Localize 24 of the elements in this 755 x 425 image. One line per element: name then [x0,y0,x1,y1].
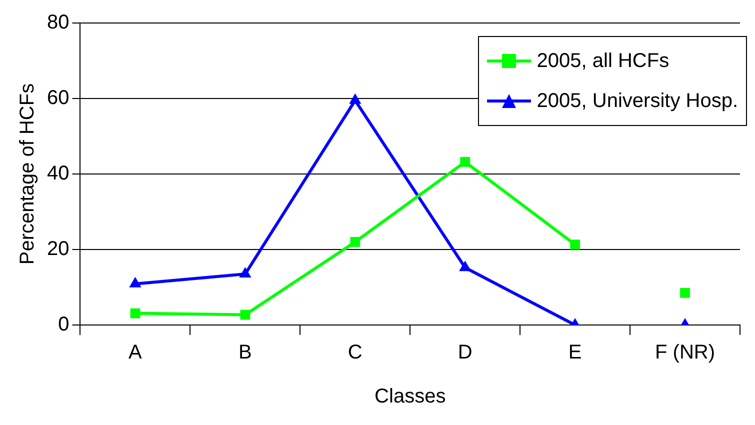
y-axis-title: Percentage of HCFs [16,83,39,265]
point [239,267,252,278]
x-tick-label: E [568,342,582,364]
legend-label: 2005, all HCFs [536,50,670,72]
x-tick-label: B [238,342,252,364]
y-tick-label: 20 [46,238,70,260]
point [350,237,360,247]
y-tick-label: 40 [46,162,70,185]
x-tick-label: D [458,342,472,364]
legend-label: 2005, University Hosp. [536,90,738,112]
x-axis-title: Classes [374,386,446,408]
x-tick-label: C [348,342,362,364]
y-tick-label: 80 [46,12,70,34]
point [460,156,470,167]
point [129,276,142,288]
point [570,240,580,250]
y-tick-label: 0 [58,314,70,336]
x-tick-label: A [128,342,143,364]
x-tick-label: F (NR) [655,342,716,364]
point [240,310,250,320]
point [680,288,690,298]
point [459,260,472,272]
point [130,308,140,318]
y-tick-label: 60 [46,87,70,110]
